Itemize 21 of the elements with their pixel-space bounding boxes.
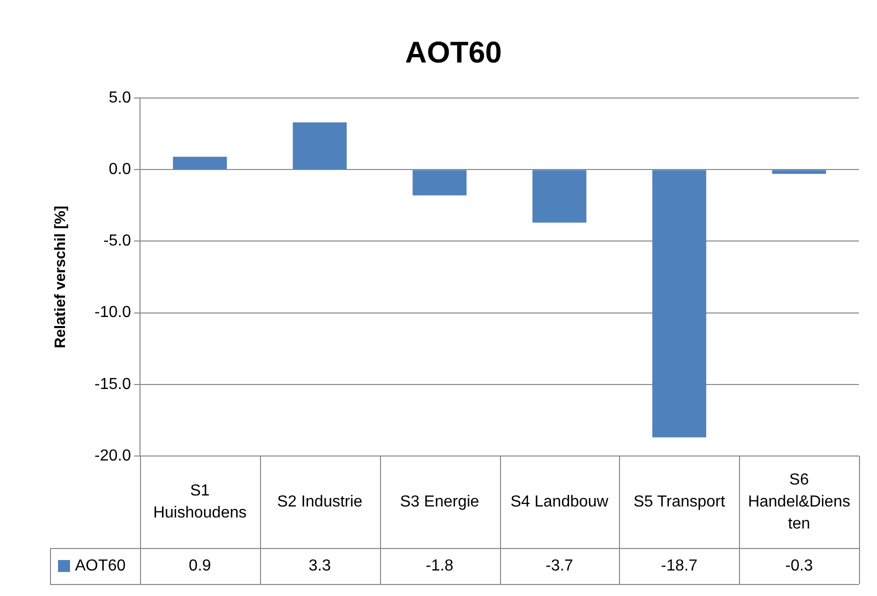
y-axis-title: Relatief verschil [%] — [52, 206, 70, 348]
y-tick-label: 0.0 — [108, 161, 132, 178]
data-label: -3.7 — [546, 557, 574, 574]
x-tick-label: S6 Handel&Diensten — [748, 471, 850, 532]
x-tick-label: S4 Landbouw — [510, 493, 609, 510]
x-tick-label: S1 Huishoudens — [153, 482, 247, 522]
data-label: -18.7 — [661, 557, 698, 574]
y-tick-label: -10.0 — [94, 304, 132, 322]
chart-title: AOT60 — [405, 36, 502, 70]
x-tick-label: S5 Transport — [633, 493, 726, 510]
y-tick-label: -15.0 — [94, 376, 132, 393]
data-label: -0.3 — [785, 557, 813, 574]
y-tick-label: -5.0 — [103, 232, 132, 250]
x-tick-label: S2 Industrie — [277, 493, 363, 510]
y-tick-label: -20.0 — [94, 447, 132, 464]
data-label: 0.9 — [188, 557, 212, 574]
y-tick-label: 5.0 — [108, 89, 132, 106]
data-label: -1.8 — [426, 557, 454, 574]
legend-label: AOT60 — [75, 557, 126, 574]
x-tick-label: S3 Energie — [400, 493, 480, 510]
data-label: 3.3 — [308, 557, 331, 574]
